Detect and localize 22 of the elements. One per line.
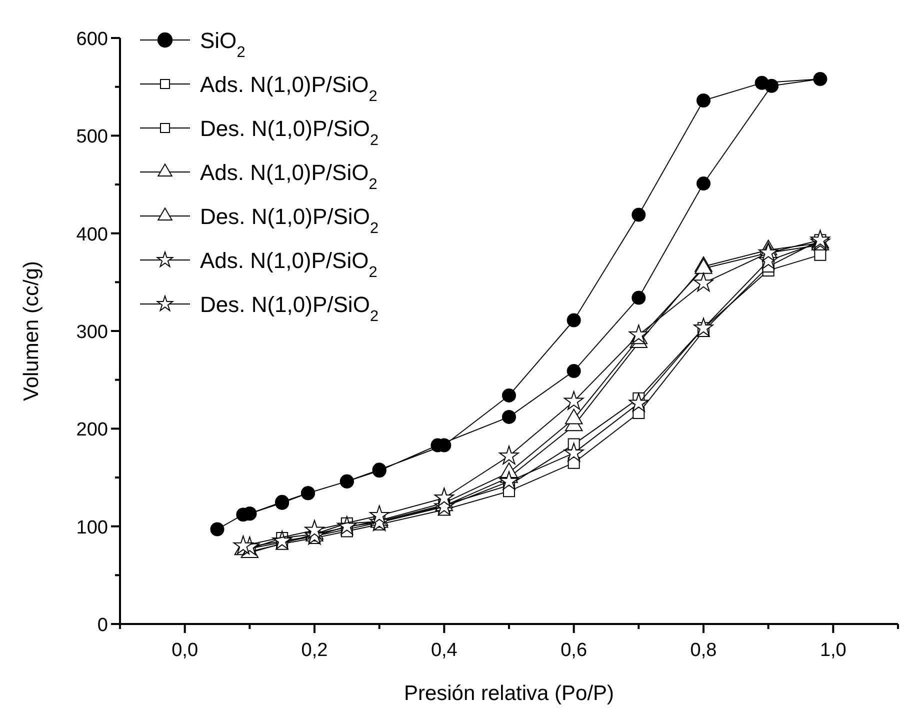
y-tick-label: 100: [76, 517, 108, 538]
x-tick-label: 0,4: [430, 640, 458, 661]
y-tick-label: 500: [76, 126, 108, 148]
legend-label: Ads. N(1,0)P/SiO$_{2}$: [200, 72, 378, 104]
x-tick-label: 0,0: [172, 640, 198, 661]
x-tick-label: 0,2: [301, 640, 328, 661]
x-tick-label: 0,8: [690, 640, 717, 661]
y-axis-title: Volumen (cc/g): [20, 260, 43, 402]
legend-label: Des. N(1,0)P/SiO$_{2}$: [200, 116, 378, 148]
legend-label: Ads. N(1,0)P/SiO$_{2}$: [200, 248, 378, 280]
y-tick-label: 0: [97, 615, 108, 636]
y-tick-label: 400: [76, 224, 108, 246]
y-tick-label: 600: [76, 29, 108, 50]
x-tick-label: 1,0: [820, 640, 846, 661]
x-axis-title: Presión relativa (Po/P): [404, 682, 614, 705]
y-tick-label: 200: [76, 420, 108, 441]
x-tick-label: 0,6: [560, 640, 588, 661]
y-tick-label: 300: [76, 322, 108, 343]
legend-label: Ads. N(1,0)P/SiO$_{2}$: [200, 160, 378, 192]
legend-label: Des. N(1,0)P/SiO$_{2}$: [200, 204, 378, 236]
legend-label: Des. N(1,0)P/SiO$_{2}$: [200, 292, 378, 324]
legend-label: SiO$_{2}$: [200, 28, 246, 60]
